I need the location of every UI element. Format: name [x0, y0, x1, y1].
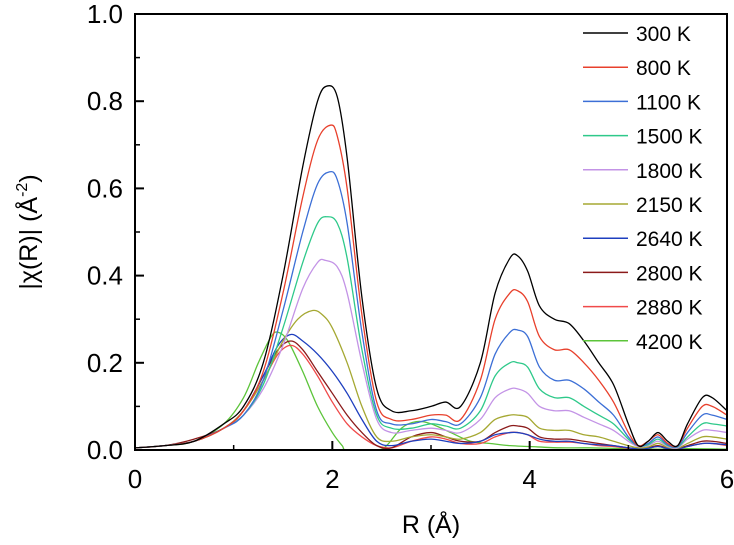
y-tick-label: 0.6 — [87, 173, 123, 203]
y-tick-label: 0.4 — [87, 261, 123, 291]
x-axis-title: R (Å) — [402, 509, 460, 539]
x-tick-label: 6 — [720, 464, 734, 494]
series-line-4200-k — [135, 331, 727, 450]
y-tick-label: 0.8 — [87, 86, 123, 116]
legend-label-4200-k: 4200 K — [636, 331, 703, 354]
legend-label-300-k: 300 K — [636, 23, 691, 46]
x-tick-label: 4 — [522, 464, 536, 494]
legend-label-1800-k: 1800 K — [636, 160, 703, 183]
x-tick-label: 0 — [128, 464, 142, 494]
y-tick-label: 1.0 — [87, 0, 123, 29]
legend-label-1100-k: 1100 K — [636, 91, 701, 114]
y-axis-title-suffix: ) — [15, 174, 43, 182]
series-layer — [135, 84, 727, 450]
y-tick-label: 0.2 — [87, 348, 123, 378]
y-axis-title: |χ(R)| (Å-2) — [13, 174, 43, 289]
series-line-2880-k — [135, 344, 727, 450]
series-line-2800-k — [135, 340, 727, 450]
series-line-2150-k — [135, 309, 727, 450]
legend-label-1500-k: 1500 K — [636, 126, 703, 149]
series-line-1500-k — [135, 216, 727, 449]
legend: 300 K 800 K 1100 K 1500 K 1800 K 2150 K 2640 K… — [583, 23, 703, 354]
ticks-layer: 0 2 4 6 0.0 0.2 0.4 0.6 0.8 1.0 — [87, 0, 734, 494]
legend-label-2800-k: 2800 K — [636, 262, 703, 285]
x-tick-label: 2 — [325, 464, 339, 494]
legend-label-2150-k: 2150 K — [636, 194, 703, 217]
legend-label-800-k: 800 K — [636, 57, 691, 80]
legend-label-2640-k: 2640 K — [636, 228, 703, 251]
y-axis-title-main: |χ(R)| (Å — [13, 197, 43, 290]
y-axis-title-superscript: -2 — [14, 183, 31, 197]
y-tick-label: 0.0 — [87, 435, 123, 465]
series-line-300-k — [135, 84, 727, 449]
legend-label-2880-k: 2880 K — [636, 297, 703, 320]
series-line-1800-k — [135, 258, 727, 449]
series-line-1100-k — [135, 170, 727, 449]
